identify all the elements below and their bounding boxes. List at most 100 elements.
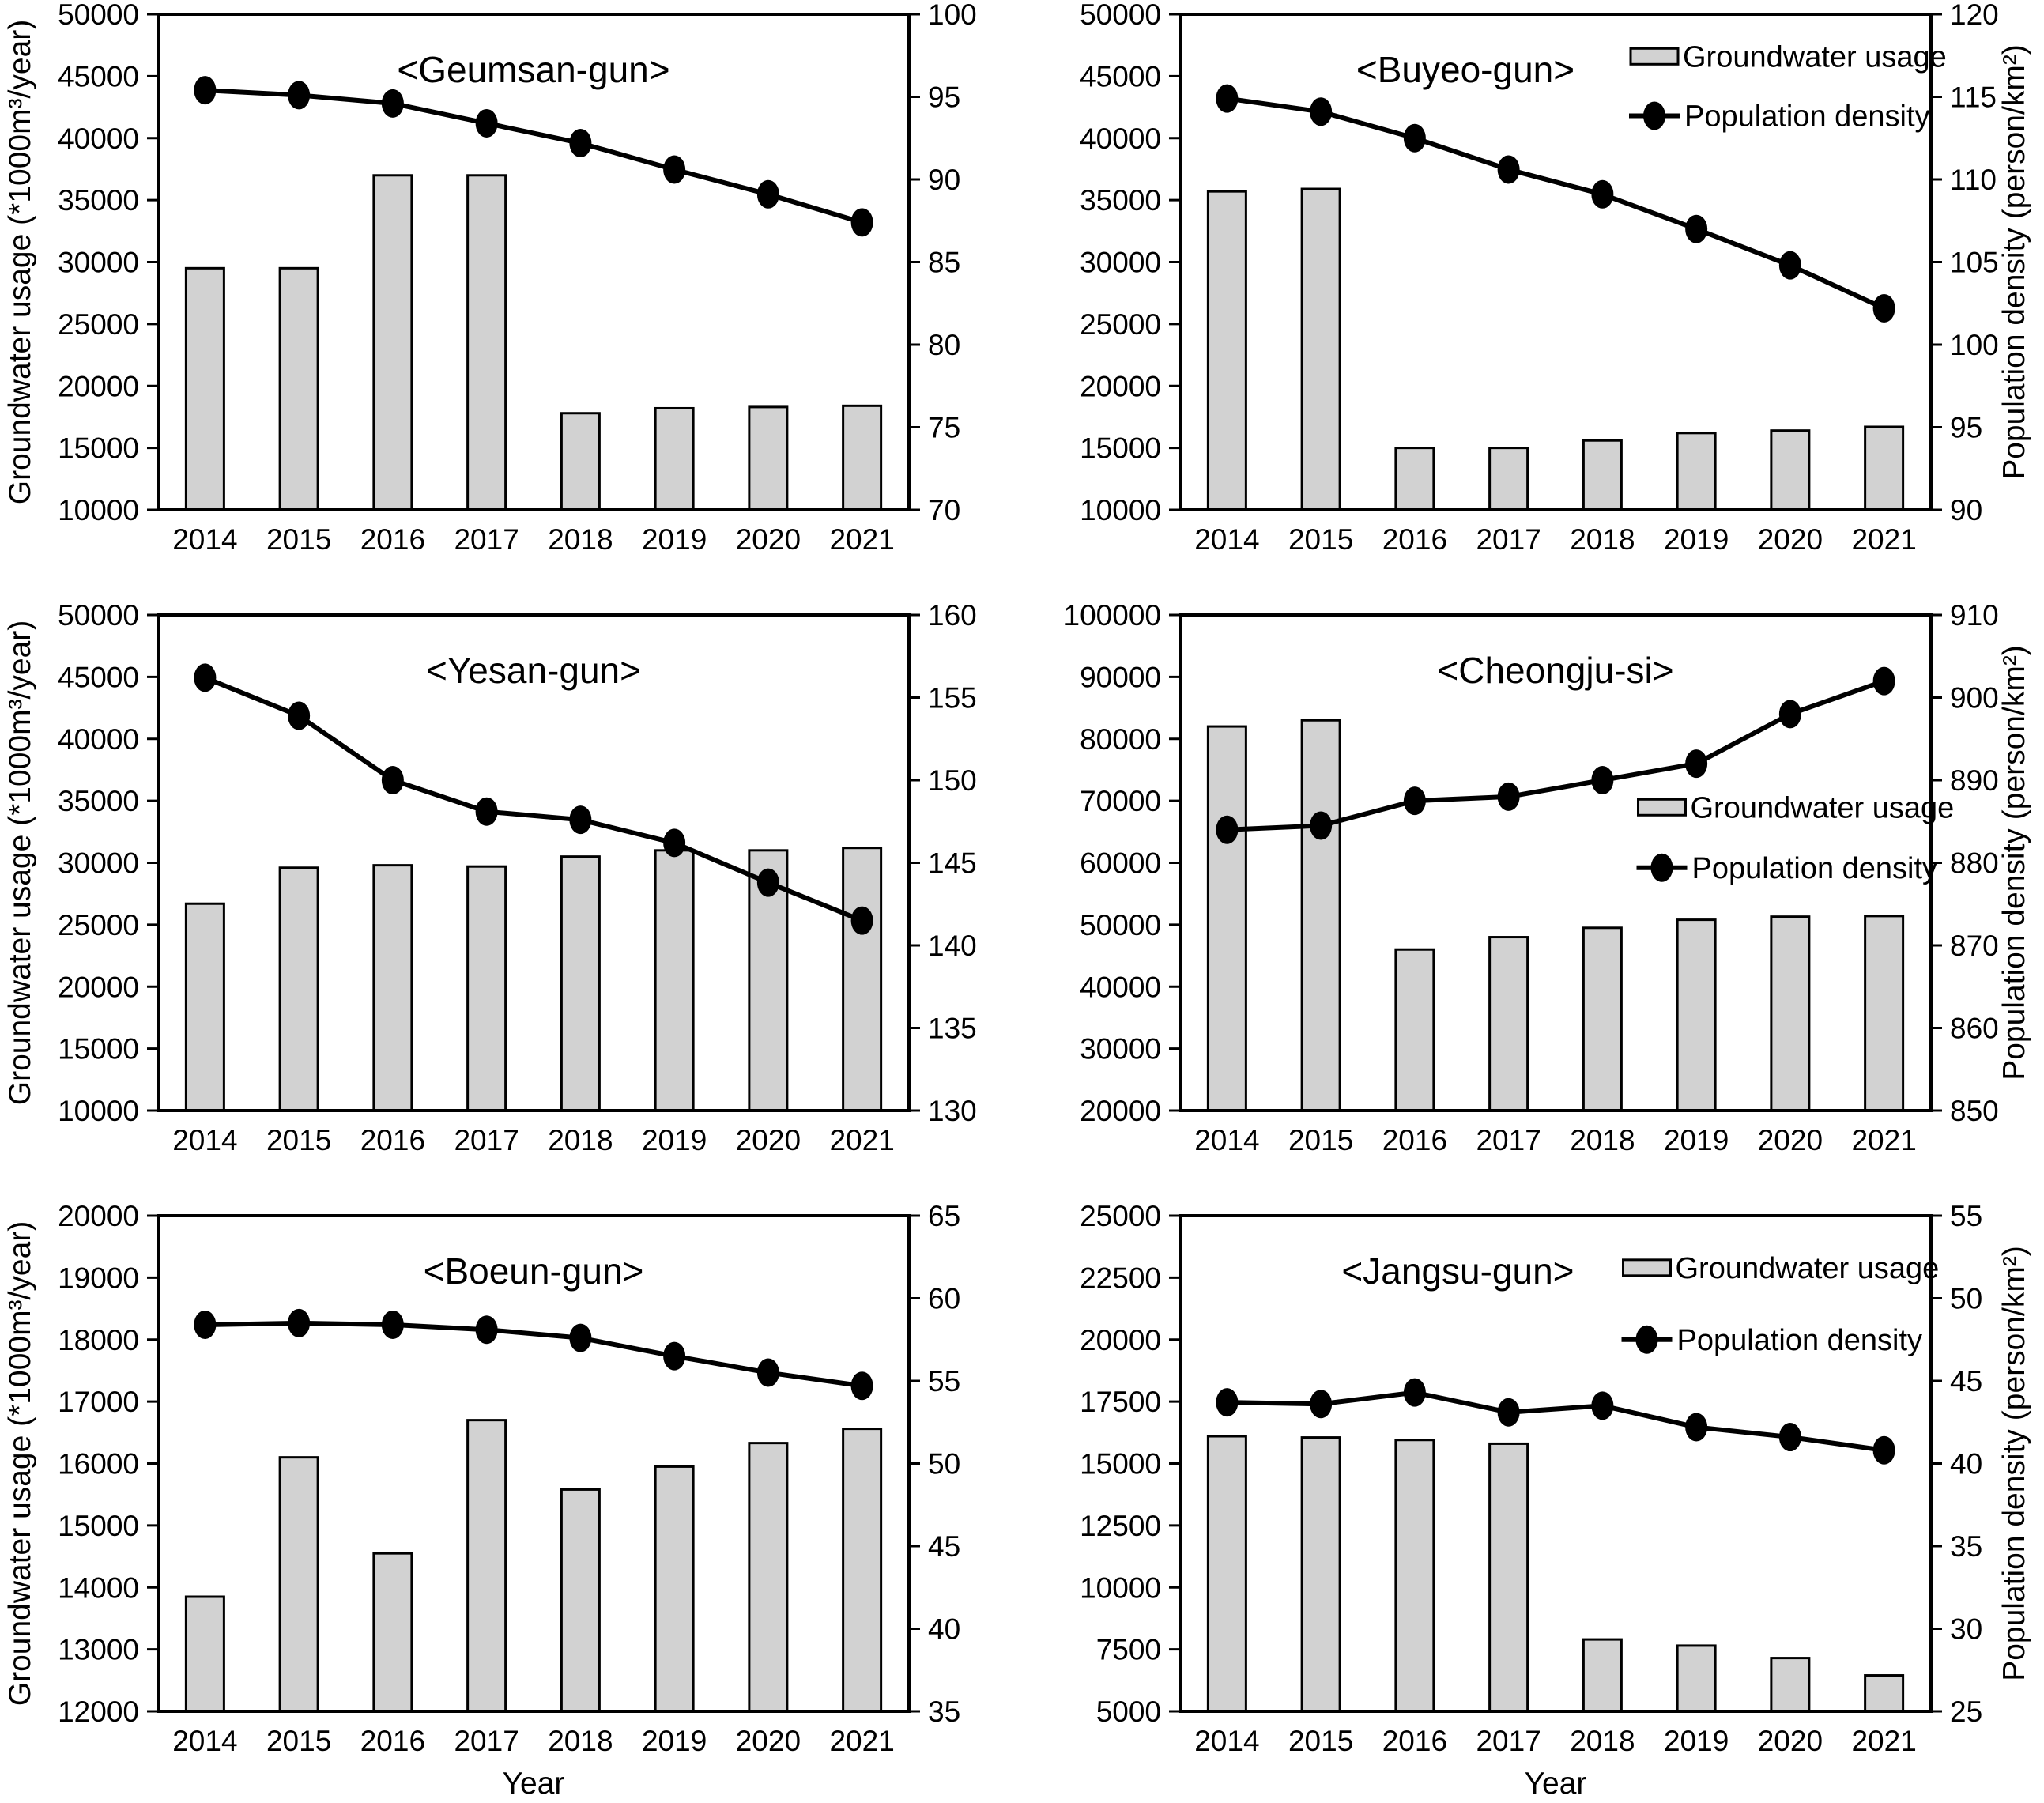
line-marker-2019 bbox=[663, 155, 686, 184]
left-axis-tick-label: 20000 bbox=[1080, 370, 1161, 402]
line-marker-2017 bbox=[1497, 155, 1520, 184]
x-tick-label-2014: 2014 bbox=[1194, 1124, 1259, 1156]
left-axis-tick-label: 30000 bbox=[58, 847, 139, 880]
left-axis-tick-label: 40000 bbox=[1080, 971, 1161, 1003]
left-axis-tick-label: 50000 bbox=[1080, 0, 1161, 31]
legend-bar-swatch bbox=[1622, 1258, 1672, 1277]
line-marker-2019 bbox=[1685, 214, 1708, 243]
right-axis-tick-label: 900 bbox=[1950, 682, 1999, 715]
x-tick-label-2017: 2017 bbox=[1476, 1124, 1541, 1156]
right-axis-tick-label: 40 bbox=[928, 1613, 960, 1646]
right-axis-tick-label: 115 bbox=[1950, 81, 1997, 114]
bar-groundwater-2015 bbox=[1300, 187, 1341, 511]
left-axis-tick-label: 45000 bbox=[1080, 60, 1161, 92]
x-tick-label-2019: 2019 bbox=[1664, 1725, 1729, 1757]
right-axis-tick-label: 910 bbox=[1950, 601, 1999, 632]
right-axis-tick-label: 100 bbox=[1950, 329, 1999, 361]
x-tick-label-2018: 2018 bbox=[548, 1124, 613, 1156]
bar-groundwater-2019 bbox=[1676, 918, 1717, 1112]
chart-cell-boeun-gun: 12000 13000 14000 15000 16000 17000 18000 19000… bbox=[0, 1201, 1022, 1803]
line-marker-2018 bbox=[1591, 179, 1614, 209]
chart-title: <Buyeo-gun> bbox=[1356, 49, 1574, 90]
x-tick-label-2016: 2016 bbox=[360, 1124, 425, 1156]
line-marker-2018 bbox=[569, 129, 592, 158]
right-axis-tick-label: 80 bbox=[928, 329, 960, 361]
bar-groundwater-2021 bbox=[842, 847, 883, 1112]
legend-line-marker bbox=[1635, 1325, 1658, 1354]
line-marker-2014 bbox=[1216, 84, 1239, 113]
line-marker-2019 bbox=[1685, 1413, 1708, 1442]
x-tick-label-2014: 2014 bbox=[172, 1124, 237, 1156]
right-axis-tick-label: 160 bbox=[928, 601, 977, 632]
right-axis-tick-label: 880 bbox=[1950, 847, 1999, 880]
right-axis-title: Population density (person/km²) bbox=[1997, 44, 2031, 480]
line-marker-2016 bbox=[381, 1310, 404, 1339]
population-density-line bbox=[202, 88, 865, 225]
x-tick-label-2021: 2021 bbox=[1851, 1124, 1916, 1156]
chart-geumsan-gun: 10000 15000 20000 25000 30000 35000 40000 45000… bbox=[3, 0, 977, 556]
population-density-line bbox=[202, 675, 865, 923]
bar-groundwater-2020 bbox=[748, 1442, 789, 1713]
right-axis-tick-label: 90 bbox=[928, 164, 960, 196]
line-marker-2021 bbox=[850, 208, 873, 237]
left-axis-tick-label: 17500 bbox=[1080, 1386, 1161, 1418]
bar-groundwater-2020 bbox=[1770, 1657, 1811, 1713]
left-axis-tick-label: 30000 bbox=[58, 247, 139, 279]
line-marker-2018 bbox=[1591, 1391, 1614, 1420]
left-axis-tick-label: 12000 bbox=[58, 1695, 139, 1728]
x-tick-label-2020: 2020 bbox=[1758, 523, 1823, 556]
right-axis-tick-label: 155 bbox=[928, 682, 977, 715]
legend-line-label: Population density bbox=[1684, 100, 1930, 134]
x-tick-label-2020: 2020 bbox=[1758, 1725, 1823, 1757]
left-axis-tick-label: 20000 bbox=[1080, 1324, 1161, 1356]
left-axis-tick-label: 15000 bbox=[1080, 1448, 1161, 1480]
x-tick-label-2019: 2019 bbox=[642, 1725, 707, 1757]
x-tick-label-2020: 2020 bbox=[736, 523, 801, 556]
x-tick-label-2018: 2018 bbox=[1570, 1124, 1635, 1156]
legend-bar-swatch bbox=[1637, 798, 1687, 817]
x-tick-label-2021: 2021 bbox=[1851, 1725, 1916, 1757]
legend-line-marker bbox=[1643, 101, 1665, 130]
line-marker-2015 bbox=[1310, 1390, 1333, 1419]
chart-cheongju-si: 20000 30000 40000 50000 60000 70000 80000 90000… bbox=[1064, 601, 2031, 1156]
right-axis-tick-label: 55 bbox=[1950, 1201, 1982, 1232]
bar-groundwater-2015 bbox=[1300, 719, 1341, 1112]
x-tick-label-2015: 2015 bbox=[1288, 1124, 1353, 1156]
line-marker-2017 bbox=[475, 1315, 498, 1345]
bar-groundwater-2019 bbox=[1676, 1644, 1717, 1713]
right-axis-tick-label: 35 bbox=[928, 1695, 960, 1728]
left-axis-tick-label: 22500 bbox=[1080, 1262, 1161, 1294]
left-axis-tick-label: 70000 bbox=[1080, 785, 1161, 817]
line-marker-2014 bbox=[194, 76, 217, 105]
line-marker-2019 bbox=[663, 1341, 686, 1371]
legend-bar-label: Groundwater usage bbox=[1676, 1252, 1940, 1285]
right-axis-tick-label: 50 bbox=[1950, 1283, 1982, 1315]
x-axis-title: Year bbox=[503, 1767, 565, 1801]
x-tick-label-2020: 2020 bbox=[736, 1725, 801, 1757]
x-tick-label-2017: 2017 bbox=[1476, 523, 1541, 556]
line-marker-2017 bbox=[475, 108, 498, 138]
left-axis-tick-label: 50000 bbox=[58, 0, 139, 31]
line-marker-2021 bbox=[1872, 294, 1895, 323]
right-axis-tick-label: 105 bbox=[1950, 247, 1999, 279]
x-tick-label-2017: 2017 bbox=[454, 1124, 519, 1156]
chart-boeun-gun: 12000 13000 14000 15000 16000 17000 18000 19000… bbox=[3, 1201, 960, 1801]
x-tick-label-2021: 2021 bbox=[1851, 523, 1916, 556]
right-axis-tick-label: 120 bbox=[1950, 0, 1999, 31]
right-axis-tick-label: 150 bbox=[928, 764, 977, 797]
right-axis-tick-label: 145 bbox=[928, 847, 977, 880]
line-marker-2021 bbox=[850, 906, 873, 935]
x-tick-label-2018: 2018 bbox=[1570, 1725, 1635, 1757]
bar-groundwater-2014 bbox=[184, 902, 225, 1112]
x-tick-label-2014: 2014 bbox=[1194, 1725, 1259, 1757]
left-axis-tick-label: 5000 bbox=[1096, 1695, 1161, 1728]
bar-groundwater-2021 bbox=[1864, 1674, 1905, 1713]
left-axis-tick-label: 60000 bbox=[1080, 847, 1161, 880]
left-axis-tick-label: 15000 bbox=[58, 1510, 139, 1542]
left-axis-tick-label: 40000 bbox=[1080, 123, 1161, 155]
right-axis-tick-label: 85 bbox=[928, 247, 960, 279]
left-axis-tick-label: 10000 bbox=[58, 494, 139, 526]
line-marker-2014 bbox=[1216, 1388, 1239, 1417]
x-tick-label-2021: 2021 bbox=[829, 523, 894, 556]
